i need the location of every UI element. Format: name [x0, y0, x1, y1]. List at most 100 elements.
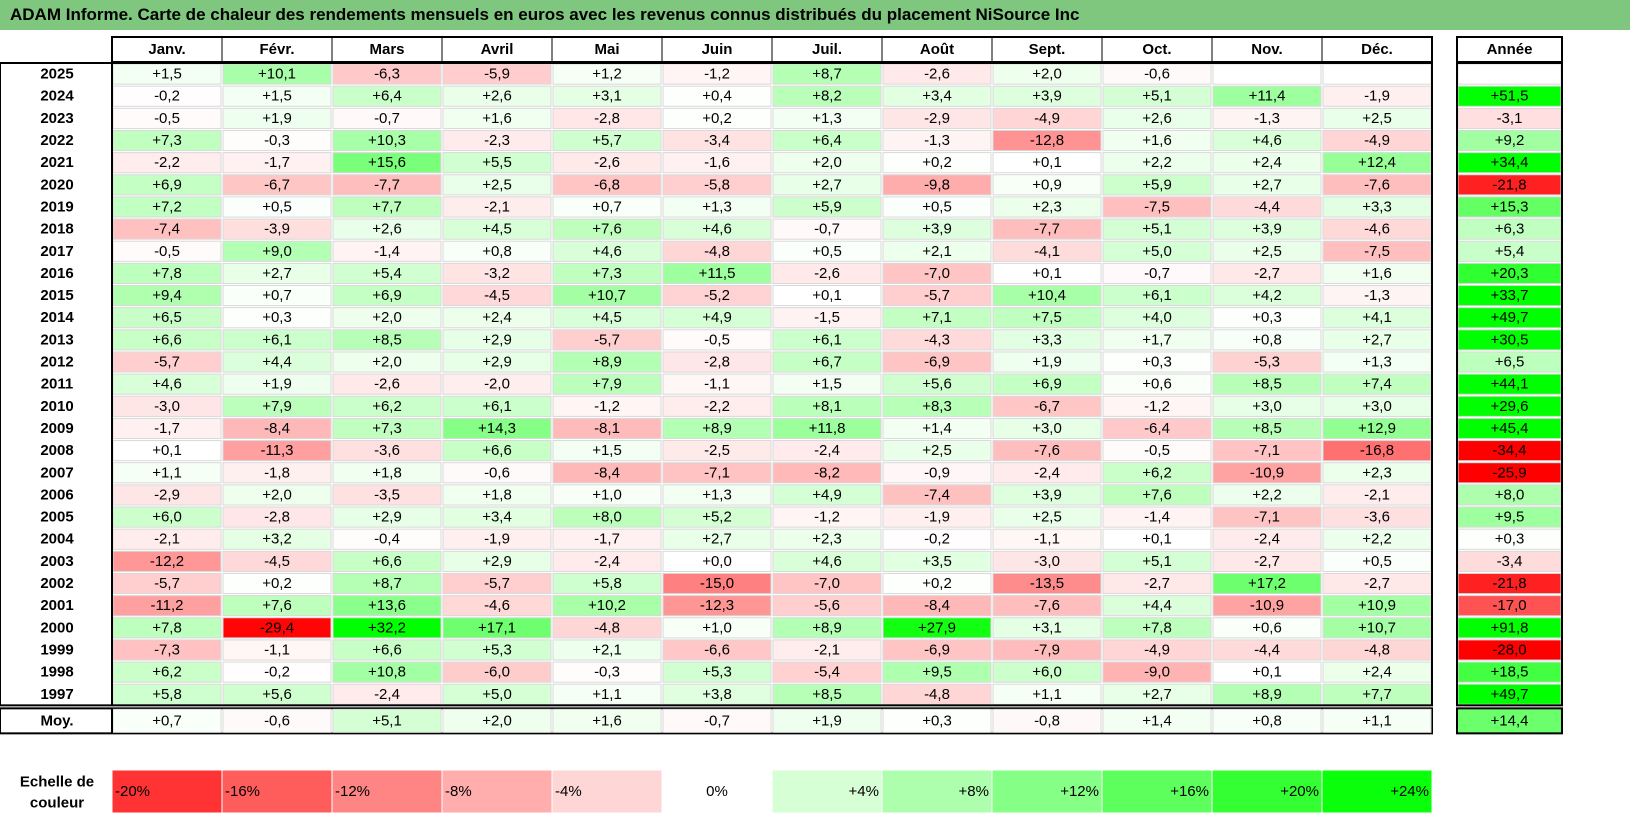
heatmap-cell — [332, 85, 442, 107]
heatmap-cell — [662, 85, 772, 107]
annual-value: -3,1 — [1497, 110, 1523, 127]
cell-value: +2,7 — [812, 176, 842, 193]
cell-value: +4,2 — [1252, 287, 1282, 304]
scale-label: couleur — [30, 795, 84, 812]
cell-value: +6,9 — [1032, 376, 1062, 393]
heatmap-cell — [552, 351, 662, 373]
average-cell — [1102, 708, 1212, 733]
month-header: Avril — [481, 41, 514, 58]
cell-value: +2,4 — [482, 309, 512, 326]
heatmap-cell — [1212, 63, 1322, 85]
year-label: 2023 — [40, 110, 73, 127]
heatmap-cell — [772, 639, 882, 661]
cell-value: -7,9 — [1034, 641, 1060, 658]
cell-value: -4,9 — [1144, 641, 1170, 658]
cell-value: +1,3 — [702, 486, 732, 503]
average-cell — [332, 708, 442, 733]
heatmap-cell — [442, 661, 552, 683]
cell-value: +8,9 — [812, 619, 842, 636]
heatmap-cell — [1322, 63, 1432, 85]
cell-value: +2,5 — [1032, 509, 1062, 526]
cell-value: +9,0 — [262, 243, 292, 260]
heatmap-cell — [1102, 417, 1212, 440]
cell-value: -4,9 — [1364, 132, 1390, 149]
cell-value: +8,5 — [372, 331, 402, 348]
heatmap-cell — [882, 351, 992, 373]
month-header: Juin — [702, 41, 733, 58]
cell-value: +2,0 — [812, 154, 842, 171]
cell-value: -0,7 — [814, 221, 840, 238]
heatmap-cell — [332, 528, 442, 550]
cell-value: -0,4 — [374, 531, 400, 548]
heatmap-cell — [882, 440, 992, 462]
cell-value: +2,3 — [812, 531, 842, 548]
cell-value: +2,9 — [372, 509, 402, 526]
cell-value: -7,7 — [374, 176, 400, 193]
cell-value: -2,0 — [484, 376, 510, 393]
cell-value: +0,1 — [1142, 531, 1172, 548]
cell-value: -1,4 — [374, 243, 400, 260]
heatmap-cell — [1102, 351, 1212, 373]
cell-value: -3,4 — [704, 132, 730, 149]
cell-value: +5,0 — [1142, 243, 1172, 260]
cell-value: -2,5 — [704, 442, 730, 459]
heatmap-cell — [772, 285, 882, 307]
heatmap-cell — [882, 506, 992, 528]
scale-swatch — [1101, 769, 1213, 814]
heatmap-cell — [222, 550, 332, 572]
heatmap-cell — [662, 285, 772, 307]
heatmap-cell — [662, 595, 772, 617]
cell-value: -1,5 — [814, 309, 840, 326]
heatmap-cell — [662, 550, 772, 572]
cell-value: +2,1 — [592, 641, 622, 658]
cell-value: +4,5 — [482, 221, 512, 238]
cell-value: -7,4 — [154, 221, 180, 238]
cell-value: -6,9 — [924, 641, 950, 658]
cell-value: -2,9 — [154, 486, 180, 503]
annual-value: -21,8 — [1492, 575, 1526, 592]
heatmap-cell — [1212, 285, 1322, 307]
year-label: 2012 — [40, 354, 73, 371]
heatmap-cell — [882, 107, 992, 129]
heatmap-cell — [332, 484, 442, 506]
cell-value: +8,7 — [372, 575, 402, 592]
cell-value: +10,9 — [1358, 597, 1396, 614]
cell-value: +8,9 — [592, 354, 622, 371]
heatmap-cell — [552, 85, 662, 107]
cell-value: +3,8 — [702, 686, 732, 703]
heatmap-cell — [772, 417, 882, 440]
heatmap-cell — [992, 395, 1102, 417]
annual-value: -21,8 — [1492, 176, 1526, 193]
heatmap-cell — [1102, 484, 1212, 506]
heatmap-cell — [332, 373, 442, 395]
cell-value: -5,7 — [154, 354, 180, 371]
annual-value: +6,5 — [1495, 354, 1525, 371]
heatmap-cell — [222, 417, 332, 440]
heatmap-cell — [442, 639, 552, 661]
heatmap-cell — [222, 395, 332, 417]
cell-value: +4,4 — [1142, 597, 1172, 614]
heatmap-cell — [1212, 262, 1322, 285]
heatmap-cell — [442, 528, 552, 550]
heatmap-cell — [222, 307, 332, 329]
heatmap-cell — [222, 528, 332, 550]
heatmap-cell — [772, 617, 882, 639]
heatmap-cell — [772, 484, 882, 506]
heatmap-cell — [882, 417, 992, 440]
cell-value: -1,7 — [264, 154, 290, 171]
average-value: +1,4 — [1142, 712, 1172, 729]
cell-value: +0,9 — [1032, 176, 1062, 193]
heatmap-cell — [772, 351, 882, 373]
heatmap-cell — [1102, 174, 1212, 196]
heatmap-cell — [992, 639, 1102, 661]
cell-value: -0,2 — [154, 88, 180, 105]
cell-value: +8,7 — [812, 66, 842, 83]
heatmap-cell — [992, 174, 1102, 196]
annual-value: +30,5 — [1491, 331, 1529, 348]
annual-value: +0,3 — [1495, 531, 1525, 548]
month-header: Déc. — [1361, 41, 1393, 58]
heatmap-cell — [882, 639, 992, 661]
cell-value: +8,1 — [812, 398, 842, 415]
heatmap-cell — [1102, 506, 1212, 528]
scale-stop-label: -4% — [555, 783, 582, 800]
